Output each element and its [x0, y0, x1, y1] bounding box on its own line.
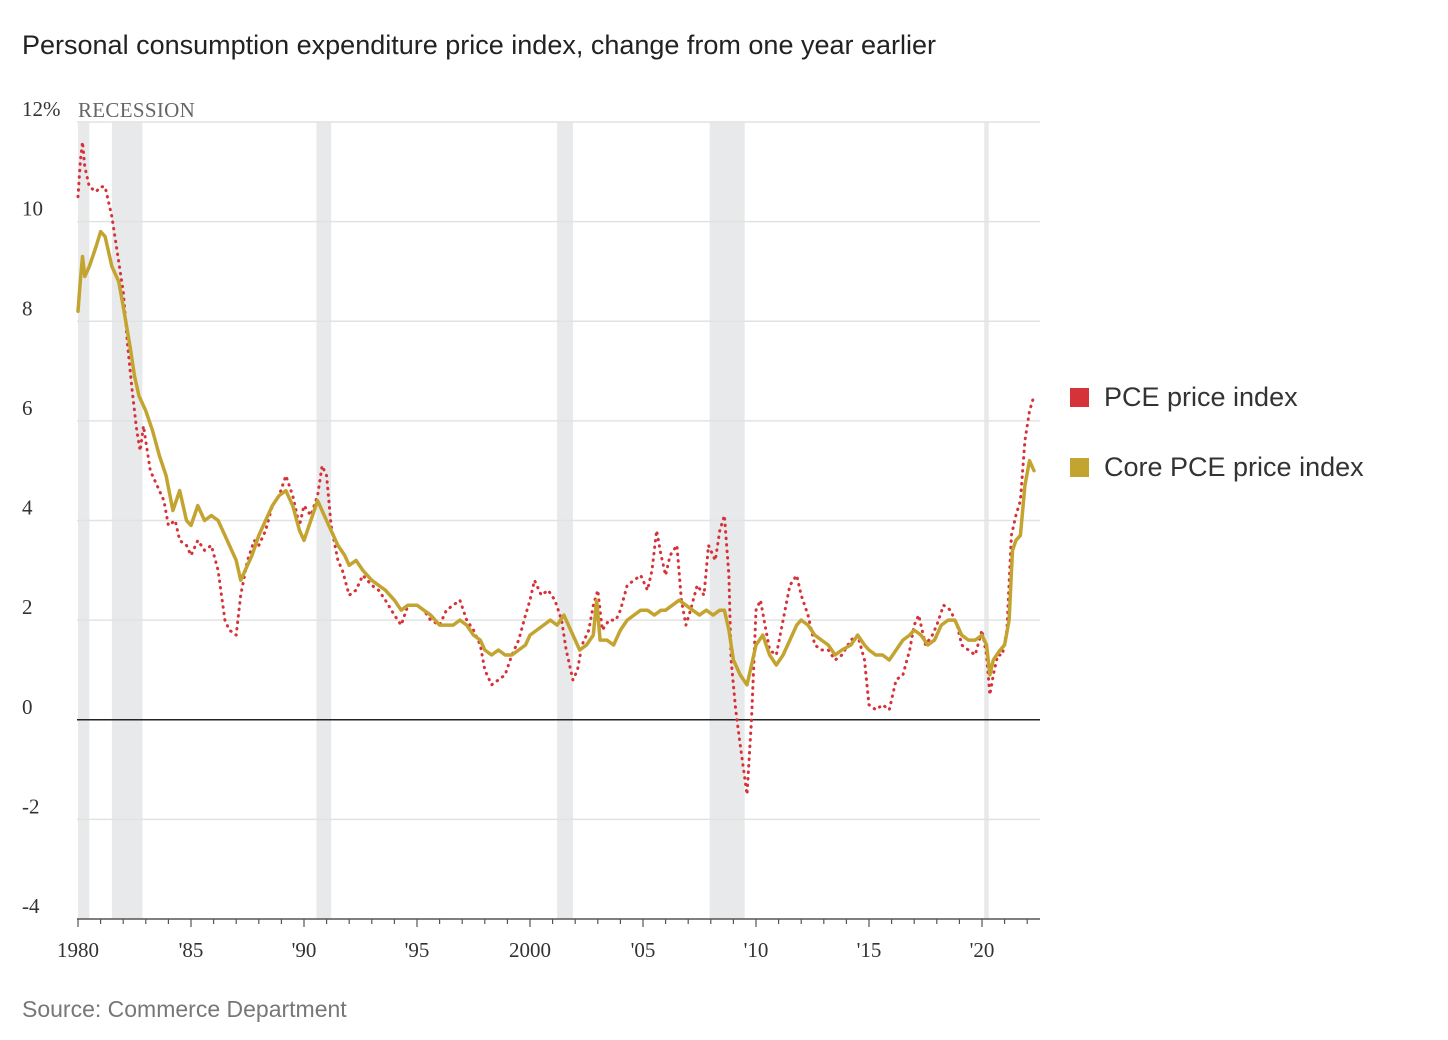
y-tick-label-8: 8	[22, 296, 33, 320]
core-pce-price-index-line	[76, 229, 1036, 687]
chart-title: Personal consumption expenditure price i…	[22, 30, 937, 60]
source-note: Source: Commerce Department	[22, 996, 347, 1022]
recession-label: RECESSION	[78, 98, 195, 122]
gridlines	[77, 121, 1040, 821]
legend-item-pce: PCE price index	[1070, 378, 1364, 416]
y-tick-label-4: 4	[22, 496, 33, 520]
x-tick-label-1980: 1980	[57, 938, 99, 962]
x-tick-label-2020: '20	[970, 938, 995, 962]
x-tick-label-2005: '05	[631, 938, 656, 962]
x-tick-label-1995: '95	[405, 938, 430, 962]
y-tick-label--2: -2	[22, 794, 40, 818]
legend: PCE price index Core PCE price index	[1070, 378, 1364, 518]
legend-swatch-pce	[1070, 387, 1089, 407]
legend-label-pce: PCE price index	[1104, 381, 1298, 412]
legend-label-core-pce: Core PCE price index	[1104, 451, 1364, 482]
y-axis-labels: 12% 10 8 6 4 2 0 -2 -4	[22, 97, 61, 918]
series-lines	[76, 140, 1036, 796]
y-tick-label-12: 12%	[22, 97, 61, 121]
y-tick-label--4: -4	[22, 894, 40, 918]
y-tick-label-2: 2	[22, 595, 33, 619]
x-tick-label-2015: '15	[857, 938, 882, 962]
x-tick-label-2000: 2000	[509, 938, 551, 962]
x-tick-label-1985: '85	[179, 938, 204, 962]
pce-price-index-line	[76, 140, 1036, 796]
y-tick-label-10: 10	[22, 197, 43, 221]
legend-item-core-pce: Core PCE price index	[1070, 448, 1364, 486]
x-tick-label-2010: '10	[744, 938, 769, 962]
legend-swatch-core-pce	[1070, 457, 1089, 477]
y-tick-label-6: 6	[22, 396, 33, 420]
x-axis: 1980 '85 '90 '95 2000 '05 '10 '15 '20	[57, 918, 1040, 962]
y-tick-label-0: 0	[22, 695, 33, 719]
x-tick-label-1990: '90	[292, 938, 317, 962]
